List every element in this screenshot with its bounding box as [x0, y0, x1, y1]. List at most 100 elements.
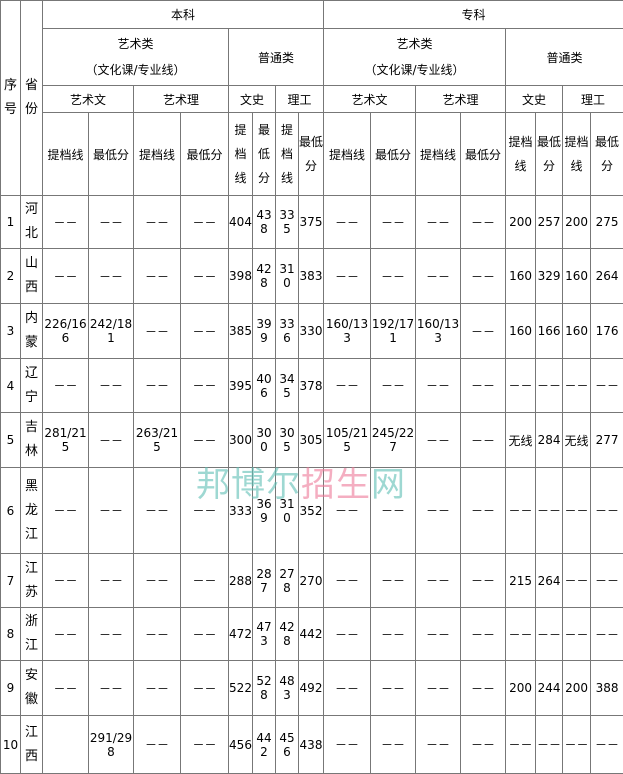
header-row: 艺术类（文化课/专业线）普通类艺术类（文化课/专业线）普通类	[1, 29, 623, 86]
score-cell: 277	[591, 413, 623, 468]
score-cell: 263/215	[134, 413, 181, 468]
score-cell: 242/181	[89, 304, 134, 359]
score-cell: －－	[324, 249, 371, 304]
score-cell: －－	[536, 359, 563, 413]
score-cell: 无线	[506, 413, 536, 468]
score-cell: 528	[253, 661, 276, 716]
score-cell: 105/215	[324, 413, 371, 468]
score-cell: －－	[536, 608, 563, 661]
score-cell: 281/215	[43, 413, 89, 468]
score-cell: －－	[461, 661, 506, 716]
score-cell: 160	[563, 304, 591, 359]
score-cell: －－	[416, 468, 461, 554]
score-cell: －－	[461, 608, 506, 661]
score-cell: －－	[324, 554, 371, 608]
header-normal-sub: 提档线	[276, 113, 299, 196]
score-cell: －－	[371, 661, 416, 716]
score-cell: －－	[134, 554, 181, 608]
art-type-label: 艺术类	[324, 31, 505, 57]
score-cell: 369	[253, 468, 276, 554]
row-seq: 8	[1, 608, 21, 661]
header-province: 省份	[21, 1, 43, 196]
score-cell: 404	[229, 196, 253, 249]
score-cell: 438	[253, 196, 276, 249]
header-track: 艺术文	[324, 86, 416, 113]
header-art-sub: 最低分	[461, 113, 506, 196]
score-cell: －－	[43, 554, 89, 608]
score-cell: 160	[506, 249, 536, 304]
score-cell: 428	[276, 608, 299, 661]
score-cell: 388	[591, 661, 623, 716]
score-cell: 215	[506, 554, 536, 608]
score-cell: －－	[371, 196, 416, 249]
row-province: 内蒙	[21, 304, 43, 359]
score-cell: －－	[416, 661, 461, 716]
score-cell: －－	[416, 196, 461, 249]
score-cell: 472	[229, 608, 253, 661]
score-cell: 264	[591, 249, 623, 304]
score-cell: －－	[181, 359, 229, 413]
score-cell: 456	[229, 716, 253, 774]
header-normal-sub: 最低分	[299, 113, 324, 196]
score-cell: 378	[299, 359, 324, 413]
score-cell: 284	[536, 413, 563, 468]
header-track: 艺术文	[43, 86, 134, 113]
score-cell: 398	[229, 249, 253, 304]
score-cell: －－	[134, 716, 181, 774]
score-cell: －－	[591, 554, 623, 608]
header-seq: 序号	[1, 1, 21, 196]
score-cell: －－	[416, 716, 461, 774]
score-cell: 385	[229, 304, 253, 359]
score-cell: 383	[299, 249, 324, 304]
header-row: 序号省份本科专科	[1, 1, 623, 29]
score-cell: －－	[536, 716, 563, 774]
header-normal-sub: 最低分	[591, 113, 623, 196]
score-cell: －－	[563, 608, 591, 661]
score-cell: 483	[276, 661, 299, 716]
score-cell: 287	[253, 554, 276, 608]
score-cell: －－	[506, 468, 536, 554]
score-cell: －－	[461, 413, 506, 468]
score-cell: －－	[89, 554, 134, 608]
header-art-sub: 提档线	[416, 113, 461, 196]
score-cell: －－	[134, 468, 181, 554]
score-cell: －－	[563, 716, 591, 774]
score-cell: －－	[43, 196, 89, 249]
score-cell: －－	[43, 661, 89, 716]
score-cell: －－	[371, 359, 416, 413]
score-cell: 330	[299, 304, 324, 359]
score-cell: 200	[563, 661, 591, 716]
score-cell: －－	[43, 468, 89, 554]
score-cell: 305	[299, 413, 324, 468]
score-cell: 200	[506, 196, 536, 249]
score-cell: 352	[299, 468, 324, 554]
score-cell: 176	[591, 304, 623, 359]
score-cell: 310	[276, 249, 299, 304]
score-cell: －－	[181, 468, 229, 554]
header-art-type: 艺术类（文化课/专业线）	[43, 29, 229, 86]
art-type-note: （文化课/专业线）	[324, 57, 505, 83]
score-cell: 473	[253, 608, 276, 661]
score-cell: 226/166	[43, 304, 89, 359]
score-cell: －－	[324, 608, 371, 661]
score-cell: 288	[229, 554, 253, 608]
score-cell: 264	[536, 554, 563, 608]
score-cell: 257	[536, 196, 563, 249]
row-seq: 7	[1, 554, 21, 608]
score-cell: －－	[324, 661, 371, 716]
score-cell: 192/171	[371, 304, 416, 359]
score-cell: －－	[43, 359, 89, 413]
score-cell: －－	[134, 249, 181, 304]
row-province: 浙江	[21, 608, 43, 661]
score-cell: 200	[563, 196, 591, 249]
score-cell: －－	[506, 716, 536, 774]
score-cell: 375	[299, 196, 324, 249]
score-cell: －－	[324, 196, 371, 249]
score-cell: 456	[276, 716, 299, 774]
score-cell: －－	[181, 554, 229, 608]
score-cell: 无线	[563, 413, 591, 468]
